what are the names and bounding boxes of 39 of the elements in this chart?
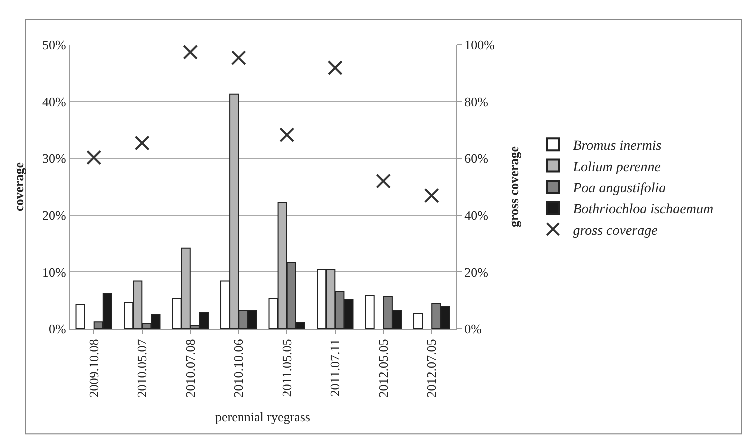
point xyxy=(86,150,102,166)
point xyxy=(376,174,392,189)
y2-axis-title: gross coverage xyxy=(506,146,522,228)
x-tick-label: 2011.07.11 xyxy=(328,339,343,397)
legend-label: Bothriochloa ischaemum xyxy=(573,202,714,218)
point xyxy=(134,136,150,151)
y2-tick-label: 20% xyxy=(464,264,489,280)
y-axis-title: coverage xyxy=(12,162,27,212)
x-tick-label: 2010.07.08 xyxy=(182,339,198,398)
bar xyxy=(414,313,424,329)
point xyxy=(328,60,343,76)
y-tick-label: 50% xyxy=(42,38,67,53)
point xyxy=(280,128,295,143)
y2-tick-label: 0% xyxy=(464,322,482,337)
x-tick-label: 2010.05.07 xyxy=(134,338,150,398)
bar xyxy=(365,294,375,329)
legend-label: gross coverage xyxy=(573,224,658,239)
y-tick-label: 20% xyxy=(42,208,67,223)
x-tick-label: 2011.05.05 xyxy=(279,339,294,398)
legend-label: Bromus inermis xyxy=(573,139,662,154)
point xyxy=(424,188,440,204)
y-tick-label: 0% xyxy=(49,322,67,337)
x-tick-label: 2010.10.06 xyxy=(231,338,246,398)
x-axis-title: perennial ryegrass xyxy=(216,409,310,424)
bar xyxy=(76,304,86,329)
y2-tick-label: 60% xyxy=(464,151,489,166)
point xyxy=(231,50,246,66)
y2-tick-label: 100% xyxy=(464,38,496,53)
x-tick-label: 2012.05.05 xyxy=(376,339,391,398)
y-tick-label: 40% xyxy=(42,94,67,110)
point xyxy=(183,45,198,60)
x-tick-label: 2009.10.08 xyxy=(86,339,102,398)
legend-label: Poa angustifolia xyxy=(572,181,666,196)
y2-tick-label: 40% xyxy=(464,208,489,223)
y-tick-label: 10% xyxy=(42,264,67,280)
y-tick-label: 30% xyxy=(42,151,67,166)
legend-label: Lolium perenne xyxy=(572,160,661,176)
x-tick-label: 2012.07.05 xyxy=(424,339,440,398)
y2-tick-label: 80% xyxy=(464,94,489,110)
